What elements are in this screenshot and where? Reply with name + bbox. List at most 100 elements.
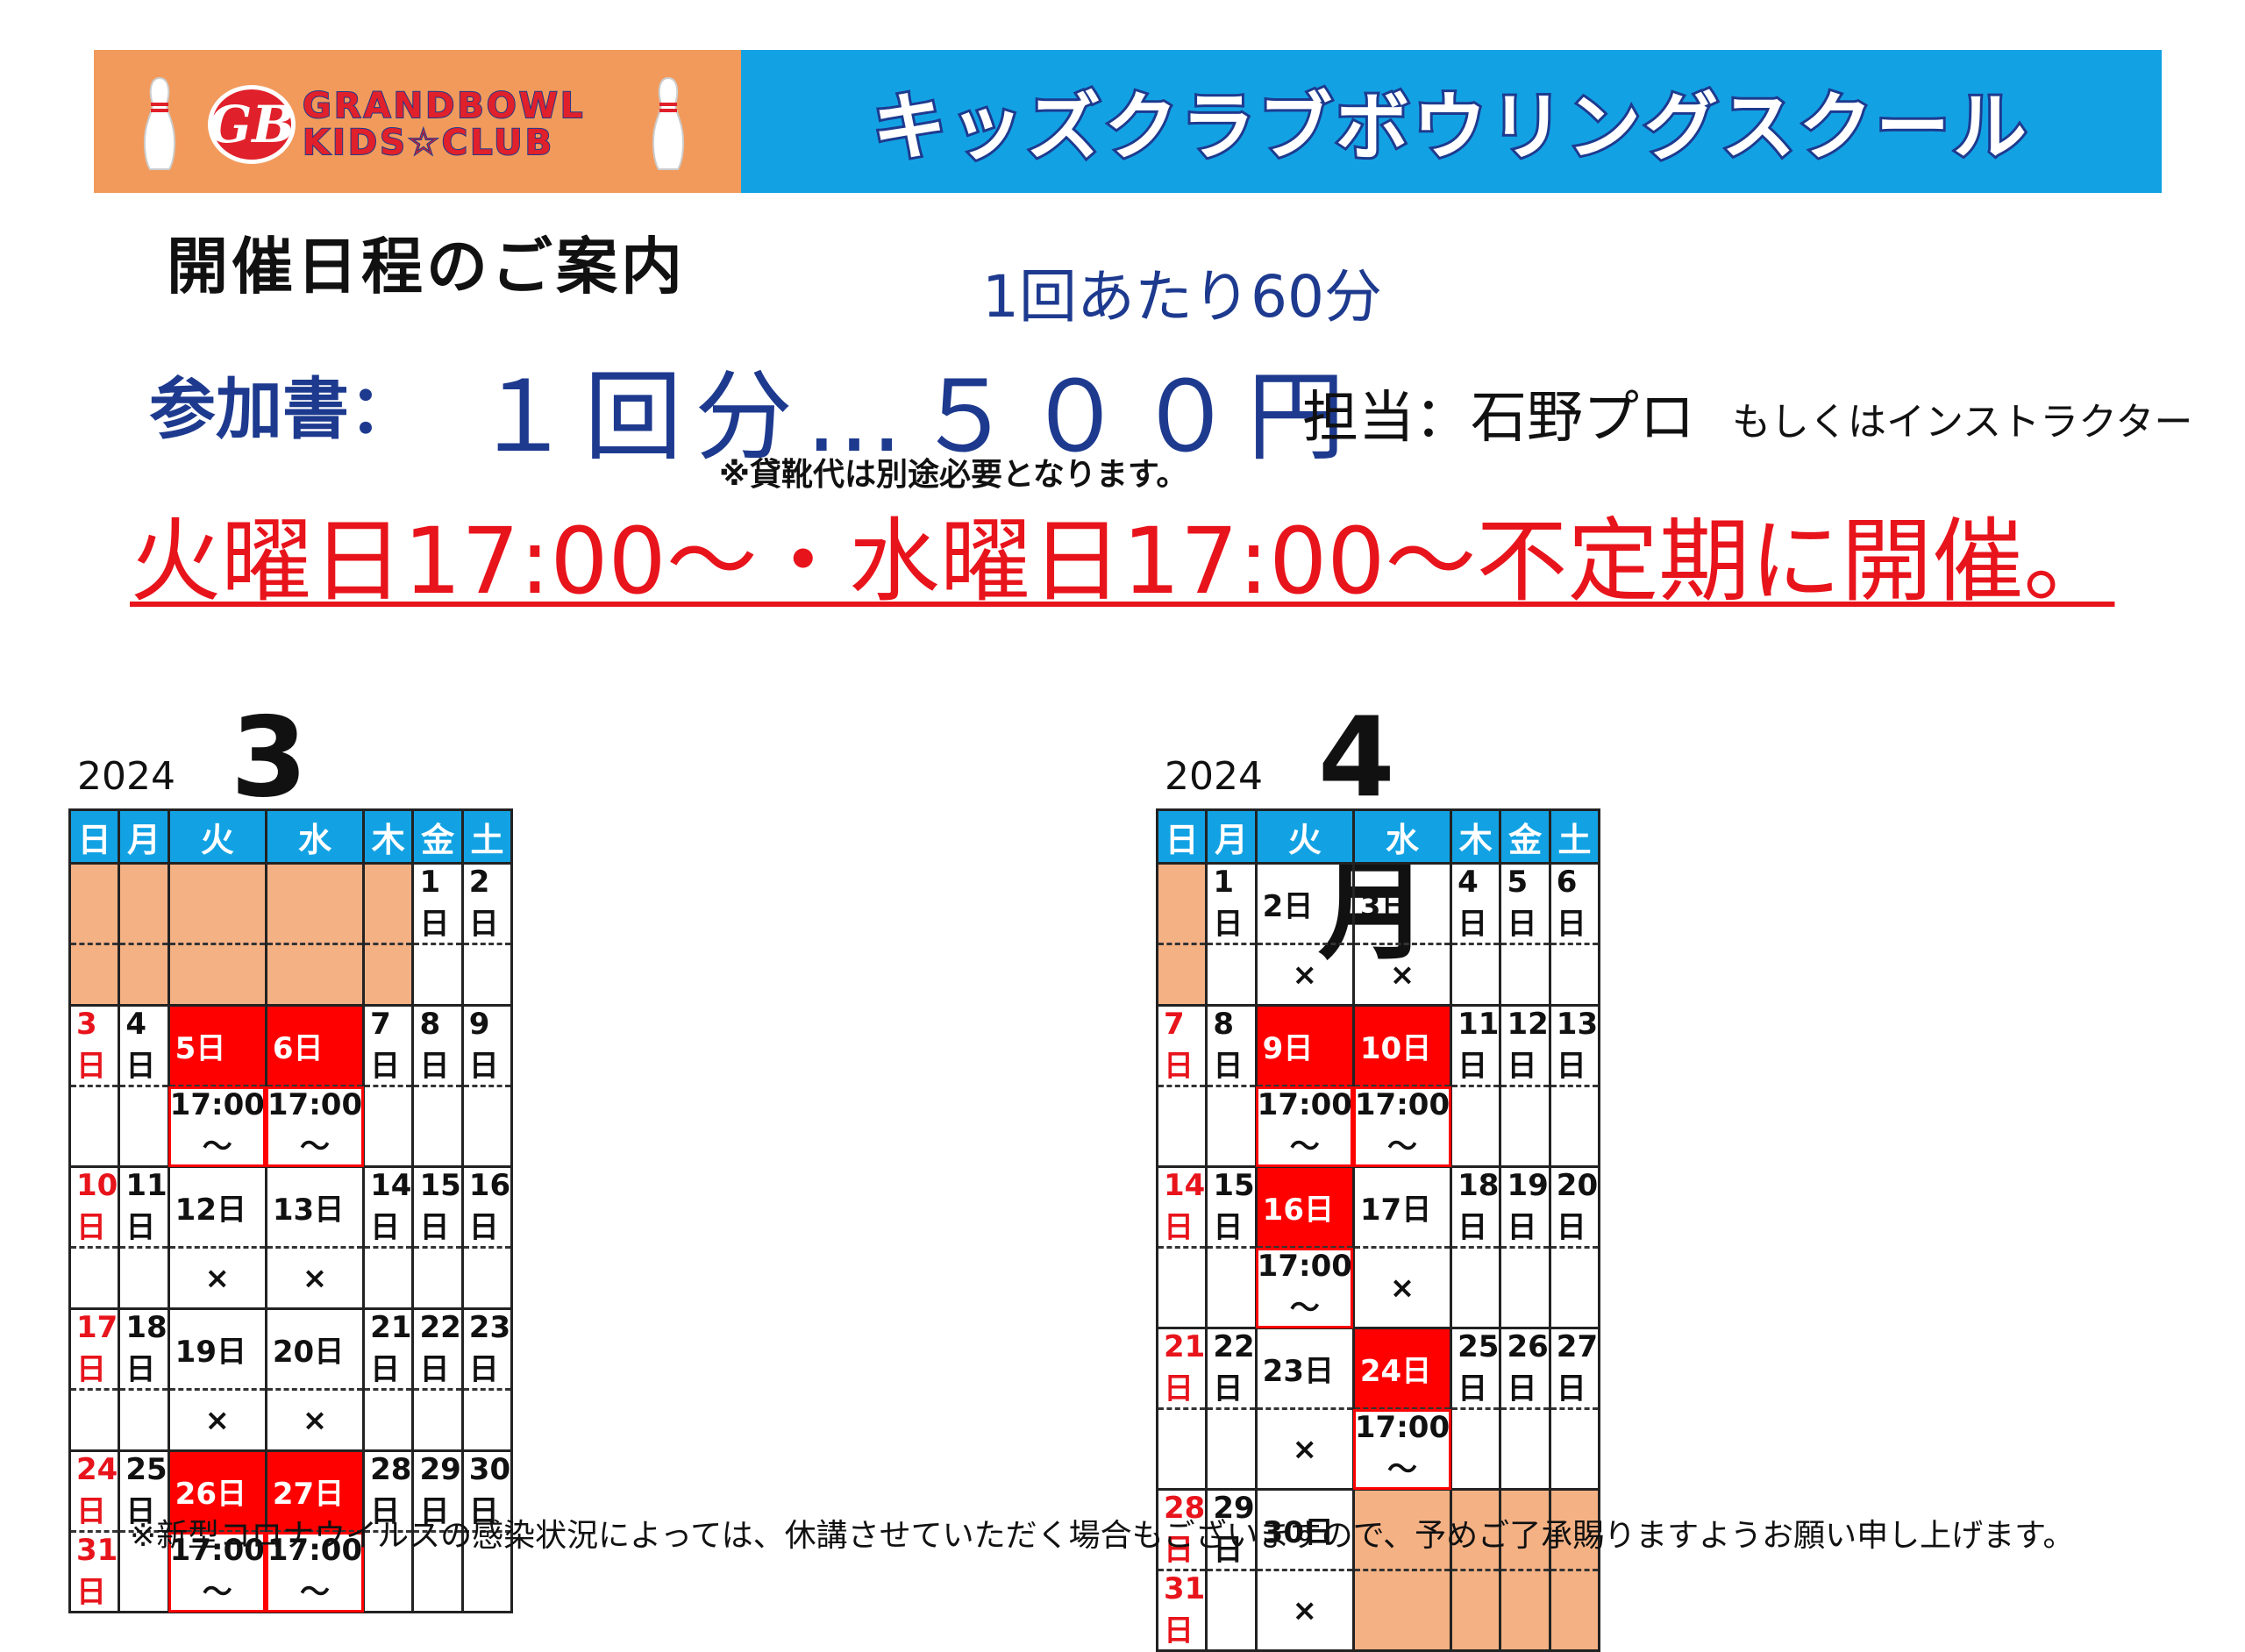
session-cell: ×	[1254, 1570, 1355, 1652]
session-cell	[68, 1086, 121, 1168]
grandbowl-logo: GB GRANDBOWL KIDS☆CLUB	[208, 85, 629, 164]
day-cell: 8日	[411, 1004, 464, 1087]
day-cell: 21日	[362, 1307, 415, 1391]
weekday-header: 木	[362, 808, 415, 865]
session-cell	[68, 1389, 121, 1452]
session-cell: 17:00～	[167, 1086, 267, 1168]
session-cell: 31日	[1155, 1570, 1208, 1652]
day-cell: 12日	[1499, 1004, 1551, 1087]
logo-banner: GB GRANDBOWL KIDS☆CLUB	[94, 50, 741, 193]
day-cell: 30日	[1254, 1488, 1355, 1571]
session-cell	[118, 1086, 170, 1168]
title-banner: キッズクラブボウリングスクール	[741, 50, 2162, 193]
day-cell	[1155, 862, 1208, 945]
day-cell: 2日	[460, 862, 514, 945]
day-cell: 25日	[118, 1449, 170, 1533]
session-cell	[1548, 1570, 1601, 1652]
day-cell: 1日	[1205, 862, 1258, 945]
day-cell: 14日	[1155, 1165, 1208, 1249]
session-cell: ×	[264, 1389, 366, 1452]
weekday-header: 日	[1155, 808, 1208, 865]
session-cell: 17:00～	[1254, 1247, 1355, 1329]
session-cell	[118, 943, 170, 1007]
day-cell: 29日	[411, 1449, 464, 1533]
day-cell	[167, 862, 267, 945]
day-cell: 19日	[1499, 1165, 1551, 1249]
logo-text-line2: KIDS☆CLUB	[302, 123, 555, 163]
shoe-rental-note: ※貸靴代は別途必要となります。	[719, 457, 1188, 493]
page-title: キッズクラブボウリングスクール	[870, 82, 2030, 173]
session-cell: ×	[167, 1247, 267, 1310]
session-cell	[411, 1389, 464, 1452]
session-cell	[362, 1389, 415, 1452]
day-cell: 5日	[167, 1004, 267, 1087]
session-cell	[411, 943, 464, 1007]
weekday-header: 土	[460, 808, 514, 865]
logo-text-line1: GRANDBOWL	[302, 86, 586, 126]
day-cell: 28日	[362, 1449, 415, 1533]
day-cell: 7日	[362, 1004, 415, 1087]
day-cell	[118, 862, 170, 945]
session-cell	[1499, 1247, 1551, 1329]
day-cell: 3日	[1351, 862, 1453, 945]
session-cell	[460, 1086, 514, 1168]
session-cell	[1499, 1408, 1551, 1491]
session-cell: 17:00～	[264, 1086, 366, 1168]
session-cell	[460, 943, 514, 1007]
covid-footnote: ※新型コロナウイルスの感染状況によっては、休講させていただく場合もございますので…	[130, 1518, 2075, 1554]
day-cell: 20日	[1548, 1165, 1601, 1249]
session-cell	[1351, 1570, 1453, 1652]
session-cell: ×	[1254, 943, 1355, 1007]
session-cell	[1548, 1086, 1601, 1168]
day-cell: 20日	[264, 1307, 366, 1391]
session-cell: ×	[167, 1389, 267, 1452]
day-cell: 26日	[1499, 1327, 1551, 1410]
day-cell	[362, 862, 415, 945]
session-cell: 31日	[68, 1531, 121, 1613]
session-cell	[1499, 1570, 1551, 1652]
day-cell	[1351, 1488, 1453, 1571]
day-cell: 3日	[68, 1004, 121, 1087]
calendar-grid: 日月火水木金土 1日 2日 3日 4日 5日 6日 7日 8日 9日 17:00～ 17:00～ 10日…	[68, 808, 514, 1613]
day-cell: 25日	[1450, 1327, 1502, 1410]
day-cell: 6日	[1548, 862, 1601, 945]
schedule-heading: 開催日程のご案内	[167, 231, 686, 303]
duration-text: 1回あたり60分	[982, 263, 1382, 331]
day-cell: 21日	[1155, 1327, 1208, 1410]
day-cell: 26日	[167, 1449, 267, 1533]
weekday-header: 金	[411, 808, 464, 865]
day-cell: 11日	[118, 1165, 170, 1249]
instructor-text: 担当：石野プロ	[1302, 386, 1695, 451]
session-cell	[1450, 1570, 1502, 1652]
day-cell: 28日	[1155, 1488, 1208, 1571]
day-cell: 2日	[1254, 862, 1355, 945]
session-cell: 17:00～	[1254, 1086, 1355, 1168]
session-cell	[1205, 1408, 1258, 1491]
day-cell: 16日	[1254, 1165, 1355, 1249]
day-cell: 16日	[460, 1165, 514, 1249]
instructor-alt-text: もしくはインストラクター	[1732, 400, 2193, 445]
day-cell: 13日	[1548, 1004, 1601, 1087]
session-cell	[1548, 1408, 1601, 1491]
day-cell: 17日	[1351, 1165, 1453, 1249]
day-cell: 22日	[1205, 1327, 1258, 1410]
session-cell	[1450, 1247, 1502, 1329]
day-cell: 1日	[411, 862, 464, 945]
weekday-header: 月	[118, 808, 170, 865]
session-cell	[362, 1247, 415, 1310]
session-cell	[167, 943, 267, 1007]
day-cell	[1450, 1488, 1502, 1571]
day-cell: 23日	[1254, 1327, 1355, 1410]
fee-label: 参加書：	[149, 370, 416, 448]
session-cell	[411, 1086, 464, 1168]
session-cell	[1205, 1086, 1258, 1168]
session-cell	[1450, 1086, 1502, 1168]
weekday-header: 金	[1499, 808, 1551, 865]
day-cell: 18日	[1450, 1165, 1502, 1249]
session-cell: 17:00～	[1351, 1086, 1453, 1168]
day-cell: 10日	[1351, 1004, 1453, 1087]
session-cell	[118, 1389, 170, 1452]
weekday-header: 日	[68, 808, 121, 865]
day-cell	[264, 862, 366, 945]
weekday-header: 火	[1254, 808, 1355, 865]
